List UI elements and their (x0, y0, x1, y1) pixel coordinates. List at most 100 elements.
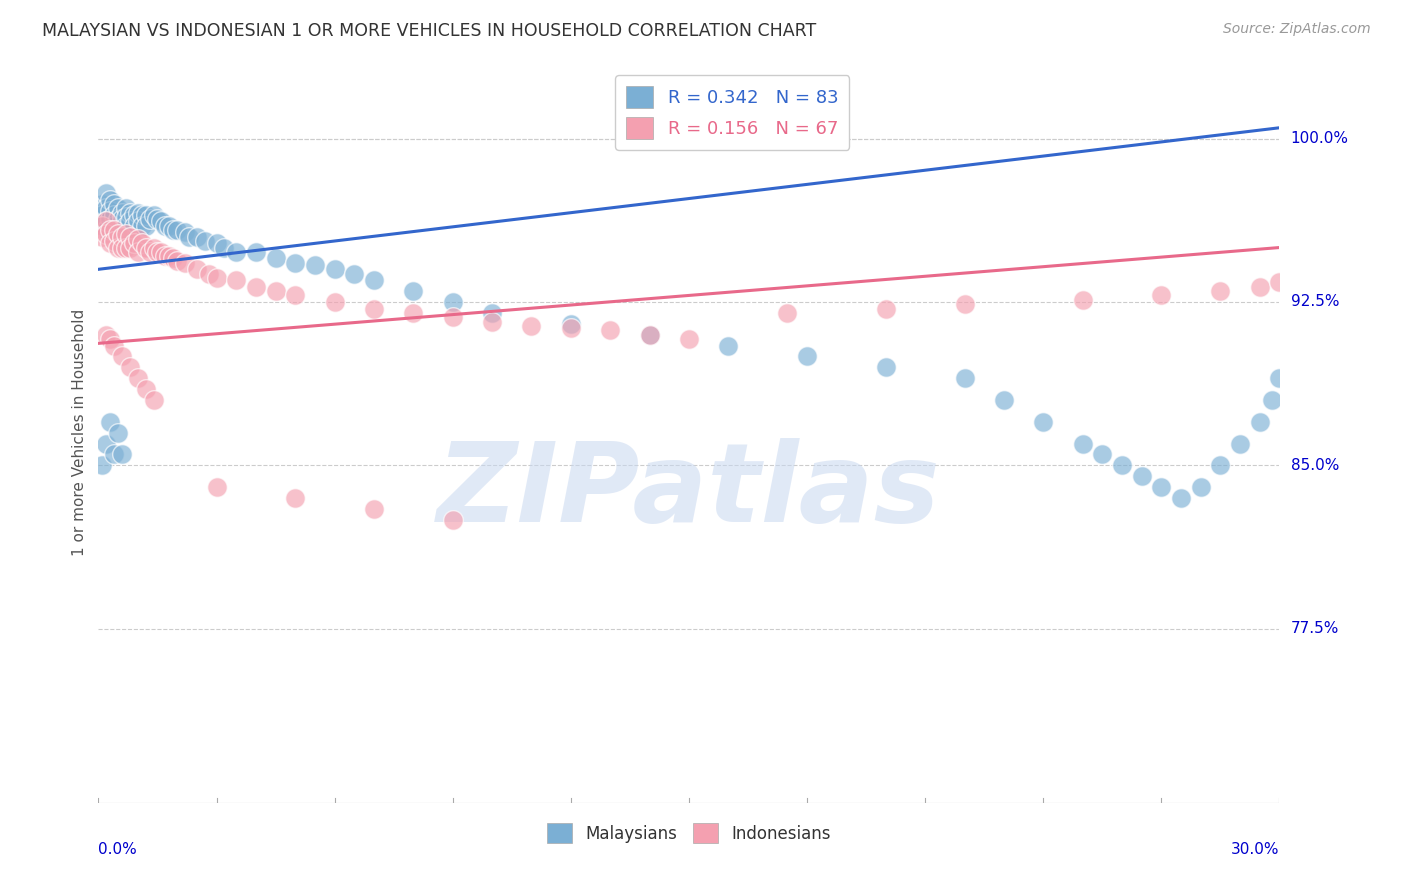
Point (115, 219, 138, 233)
Point (115, 240, 138, 254)
Point (150, 244, 173, 259)
Point (304, 258, 326, 272)
Point (343, 267, 366, 281)
Point (1189, 480, 1212, 494)
Point (103, 219, 125, 233)
Point (875, 301, 897, 316)
Text: MALAYSIAN VS INDONESIAN 1 OR MORE VEHICLES IN HOUSEHOLD CORRELATION CHART: MALAYSIAN VS INDONESIAN 1 OR MORE VEHICL… (42, 22, 817, 40)
Y-axis label: 1 or more Vehicles in Household: 1 or more Vehicles in Household (72, 309, 87, 557)
Point (599, 323, 621, 337)
Point (1209, 284, 1232, 298)
Point (107, 425, 129, 440)
Point (107, 227, 129, 242)
Point (363, 301, 385, 316)
Point (157, 249, 180, 263)
Point (638, 327, 661, 342)
Point (111, 223, 134, 237)
Point (441, 295, 464, 310)
Point (91, 458, 114, 473)
Point (560, 317, 582, 331)
Point (103, 208, 125, 222)
Point (146, 244, 169, 259)
Point (91, 208, 114, 222)
Point (323, 295, 346, 310)
Text: ZIPatlas: ZIPatlas (437, 438, 941, 545)
Point (174, 225, 197, 239)
Point (225, 244, 247, 259)
Point (96, 202, 118, 216)
Point (111, 447, 134, 461)
Point (98, 236, 121, 251)
Point (284, 256, 307, 270)
Point (111, 229, 134, 244)
Point (107, 223, 129, 237)
Point (135, 382, 157, 396)
Point (875, 360, 897, 375)
Point (98, 332, 121, 346)
Point (122, 236, 145, 251)
Point (127, 371, 149, 385)
Point (118, 205, 141, 219)
Point (127, 232, 149, 246)
Point (205, 236, 228, 251)
Point (245, 244, 267, 259)
Point (115, 227, 138, 242)
Point (162, 223, 184, 237)
Point (481, 306, 503, 320)
Point (91, 197, 114, 211)
Point (205, 480, 228, 494)
Point (127, 244, 149, 259)
Point (1130, 469, 1153, 483)
Point (98, 223, 121, 237)
Point (264, 252, 287, 266)
Point (118, 240, 141, 254)
Point (96, 223, 118, 237)
Point (953, 297, 976, 311)
Point (638, 327, 661, 342)
Point (214, 240, 236, 254)
Point (194, 234, 217, 248)
Point (122, 219, 145, 233)
Point (157, 219, 180, 233)
Point (1170, 491, 1192, 505)
Point (245, 279, 267, 293)
Point (98, 193, 121, 207)
Point (166, 223, 188, 237)
Point (111, 350, 134, 364)
Point (103, 197, 125, 211)
Point (162, 252, 184, 266)
Point (135, 240, 157, 254)
Point (166, 253, 188, 268)
Text: 100.0%: 100.0% (1291, 131, 1348, 146)
Point (118, 229, 141, 244)
Point (96, 436, 118, 450)
Point (107, 202, 129, 216)
Point (1209, 458, 1232, 473)
Point (717, 338, 740, 352)
Point (142, 208, 165, 222)
Text: 92.5%: 92.5% (1291, 294, 1339, 310)
Point (953, 371, 976, 385)
Point (441, 310, 464, 325)
Legend: Malaysians, Indonesians: Malaysians, Indonesians (540, 816, 838, 850)
Text: 77.5%: 77.5% (1291, 621, 1339, 636)
Point (560, 321, 582, 335)
Point (138, 244, 160, 259)
Point (186, 262, 208, 277)
Point (225, 273, 247, 287)
Point (323, 262, 346, 277)
Point (91, 219, 114, 233)
Point (103, 338, 125, 352)
Point (96, 214, 118, 228)
Point (111, 205, 134, 219)
Point (155, 249, 177, 263)
Point (103, 447, 125, 461)
Text: Source: ZipAtlas.com: Source: ZipAtlas.com (1223, 22, 1371, 37)
Point (363, 501, 385, 516)
Point (127, 214, 149, 228)
Text: 85.0%: 85.0% (1291, 458, 1339, 473)
Point (186, 229, 208, 244)
Point (111, 212, 134, 227)
Point (131, 236, 153, 251)
Point (96, 327, 118, 342)
